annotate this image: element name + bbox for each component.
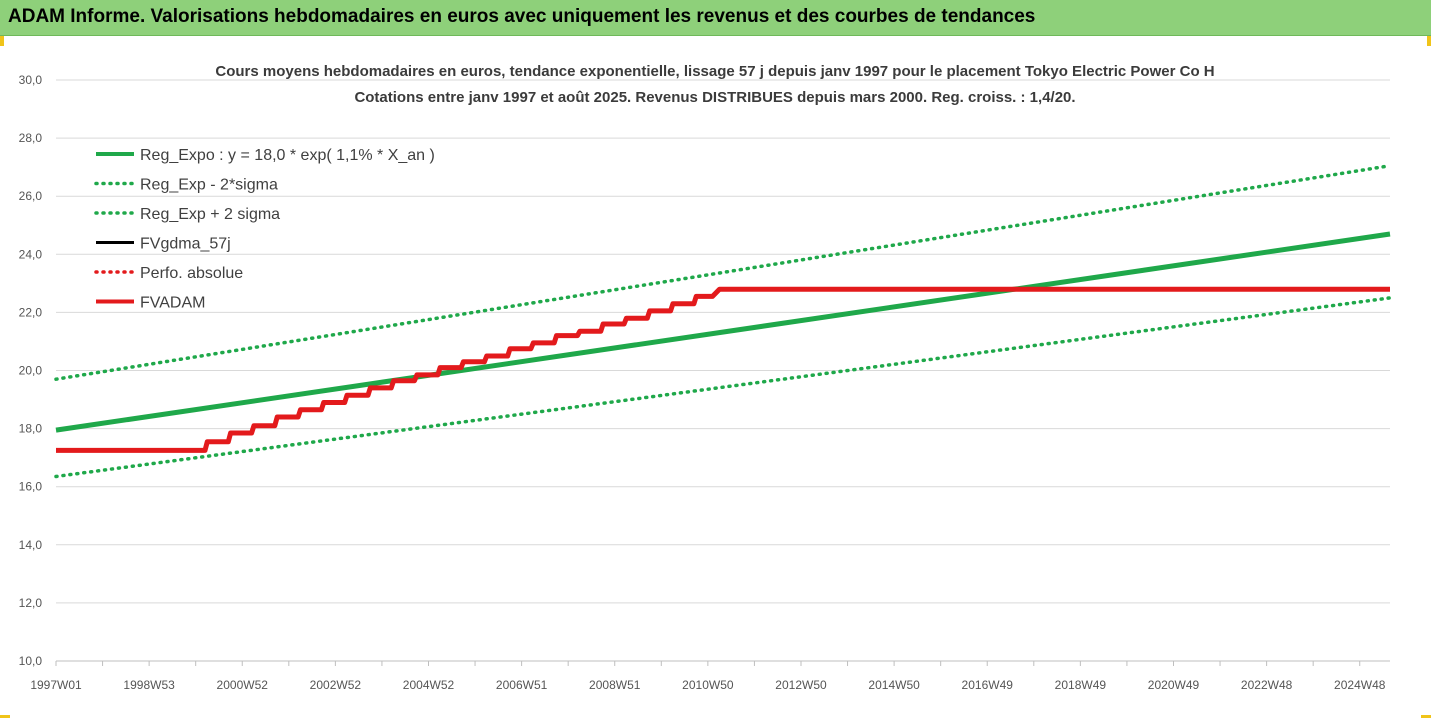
- legend-label-5: FVADAM: [140, 295, 205, 312]
- legend-label-4: Perfo. absolue: [140, 265, 243, 282]
- y-tick-label: 24,0: [19, 247, 43, 261]
- chart-subtitle: Cotations entre janv 1997 et août 2025. …: [354, 89, 1075, 106]
- x-tick-label: 2002W52: [310, 678, 362, 692]
- x-tick-label: 2024W48: [1334, 678, 1386, 692]
- x-tick-label: 2006W51: [496, 678, 548, 692]
- x-tick-label: 1998W53: [123, 678, 175, 692]
- y-tick-label: 20,0: [19, 364, 43, 378]
- x-tick-label: 2018W49: [1055, 678, 1107, 692]
- x-tick-label: 2004W52: [403, 678, 455, 692]
- line-chart: Cours moyens hebdomadaires en euros, ten…: [19, 63, 1392, 692]
- legend-label-1: Reg_Exp - 2*sigma: [140, 177, 278, 194]
- chart-area: Cours moyens hebdomadaires en euros, ten…: [0, 36, 1431, 718]
- y-tick-label: 18,0: [19, 422, 43, 436]
- y-tick-label: 30,0: [19, 73, 43, 87]
- x-tick-label: 2000W52: [217, 678, 269, 692]
- y-tick-label: 16,0: [19, 480, 43, 494]
- y-tick-label: 12,0: [19, 596, 43, 610]
- x-tick-label: 2020W49: [1148, 678, 1200, 692]
- report-banner: ADAM Informe. Valorisations hebdomadaire…: [0, 0, 1431, 36]
- series-lines: [54, 163, 1392, 479]
- corner-accent-bottom-right: [1421, 715, 1431, 718]
- chart-title: Cours moyens hebdomadaires en euros, ten…: [215, 63, 1214, 80]
- corner-accent-top-right: [1427, 36, 1431, 46]
- series-line-5: [56, 286, 1390, 453]
- x-tick-label: 2008W51: [589, 678, 641, 692]
- series-line-0: [55, 231, 1391, 433]
- x-tick-label: 2010W50: [682, 678, 734, 692]
- x-tick-label: 2012W50: [775, 678, 827, 692]
- y-tick-label: 22,0: [19, 305, 43, 319]
- axes: 10,0 12,0 14,0 16,0 18,0 20,0 22,0 24,0 26,0 28,0…: [19, 73, 1390, 692]
- legend-label-0: Reg_Expo : y = 18,0 * exp( 1,1% * X_an ): [140, 147, 435, 164]
- x-tick-label: 1997W01: [30, 678, 82, 692]
- y-tick-label: 26,0: [19, 189, 43, 203]
- legend-label-3: FVgdma_57j: [140, 236, 231, 253]
- corner-accent-bottom-left: [0, 715, 10, 718]
- series-line-2: [54, 163, 1392, 381]
- x-tick-label: 2014W50: [868, 678, 920, 692]
- legend-label-2: Reg_Exp + 2 sigma: [140, 206, 280, 223]
- series-line-1: [54, 296, 1392, 479]
- y-tick-label: 10,0: [19, 654, 43, 668]
- y-tick-label: 28,0: [19, 131, 43, 145]
- corner-accent-top-left: [0, 36, 4, 46]
- x-tick-label: 2022W48: [1241, 678, 1293, 692]
- y-tick-label: 14,0: [19, 538, 43, 552]
- legend: Reg_Expo : y = 18,0 * exp( 1,1% * X_an )…: [94, 147, 435, 312]
- report-title: ADAM Informe. Valorisations hebdomadaire…: [8, 6, 1036, 27]
- x-tick-label: 2016W49: [962, 678, 1014, 692]
- grid-lines: [56, 79, 1390, 662]
